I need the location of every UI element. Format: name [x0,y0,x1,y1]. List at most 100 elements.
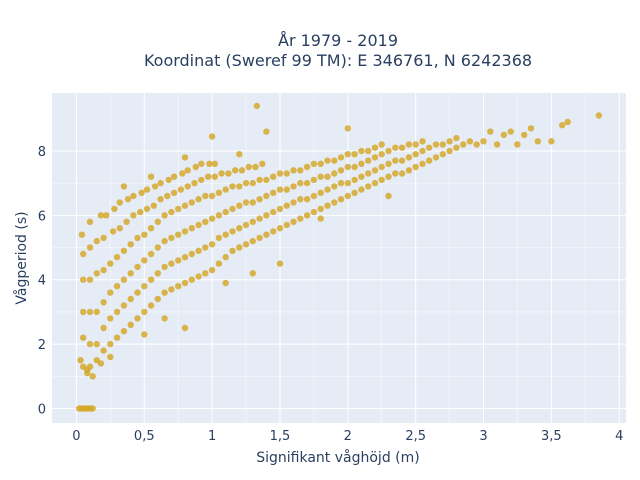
data-point [165,176,172,184]
data-point [276,186,284,193]
data-point [358,160,365,167]
x-tick-label: 2,5 [405,429,426,444]
data-point [229,228,236,235]
data-point [143,186,151,193]
data-point [270,173,277,180]
data-point [358,147,365,155]
data-point [344,125,351,132]
data-point [303,212,311,219]
data-point [141,257,148,264]
data-point [127,241,134,248]
data-point [175,231,182,238]
data-point [371,167,379,174]
x-tick-label: 0,5 [134,429,155,444]
data-point [378,141,385,148]
data-point [259,160,266,167]
data-point [147,302,155,309]
data-point [426,157,433,164]
data-point [134,289,141,296]
data-point [595,112,603,119]
data-point [263,212,270,219]
data-point [236,151,243,158]
data-point [195,221,202,229]
data-point [331,170,338,177]
data-point [249,179,256,187]
data-point [303,163,311,171]
data-point [80,276,87,283]
data-point [439,151,446,158]
data-point [378,163,385,171]
data-point [344,179,351,187]
data-point [215,260,223,267]
data-point [324,157,331,164]
data-point [446,138,453,145]
data-point [236,183,243,190]
data-point [412,163,419,171]
data-point [270,228,277,235]
data-point [283,202,290,209]
data-point [86,363,94,370]
data-point [290,218,297,225]
data-point [324,202,331,209]
data-point [208,192,216,200]
data-point [331,183,338,190]
data-point [371,144,379,151]
data-point [170,189,178,196]
data-point [412,151,419,158]
data-point [385,192,392,200]
data-point [168,208,175,216]
x-tick-label: 3 [479,429,487,444]
x-tick-label: 1,5 [270,429,291,444]
data-point [249,218,256,225]
data-point [181,202,189,209]
data-point [283,221,290,229]
data-point [188,225,195,232]
data-point [297,215,304,222]
data-point [564,118,571,126]
data-point [527,125,535,132]
data-point [151,183,159,190]
x-axis-title: Signifikant våghöjd (m) [256,449,419,466]
data-point [358,173,365,180]
data-point [123,218,130,225]
data-point [405,167,413,174]
data-point [252,163,259,171]
data-point [215,212,223,219]
data-point [412,141,419,148]
data-point [405,154,413,161]
data-point [113,283,121,290]
data-point [192,163,199,171]
data-point [249,270,256,277]
data-point [161,212,168,219]
data-point [116,225,124,232]
x-tick-label: 1 [208,429,216,444]
data-point [86,308,94,316]
data-point [100,324,107,332]
data-point [111,205,118,213]
data-point [86,276,94,283]
data-point [86,244,94,251]
data-point [86,340,94,348]
x-tick-label: 0 [72,429,80,444]
data-point [398,144,406,151]
data-point [236,244,243,251]
data-point [175,205,182,213]
data-point [181,154,189,161]
data-point [493,141,501,148]
data-point [236,225,243,232]
data-point [86,218,94,225]
data-point [344,151,351,158]
data-point [276,205,284,213]
data-point [141,283,148,290]
data-point [460,141,467,148]
data-point [405,141,413,148]
data-point [218,170,225,177]
data-point [89,373,96,380]
data-point [229,205,236,213]
data-point [134,234,141,242]
data-point [215,234,223,242]
data-point [297,179,304,187]
data-point [127,295,134,303]
data-point [365,147,372,155]
y-tick-label: 8 [38,145,46,160]
